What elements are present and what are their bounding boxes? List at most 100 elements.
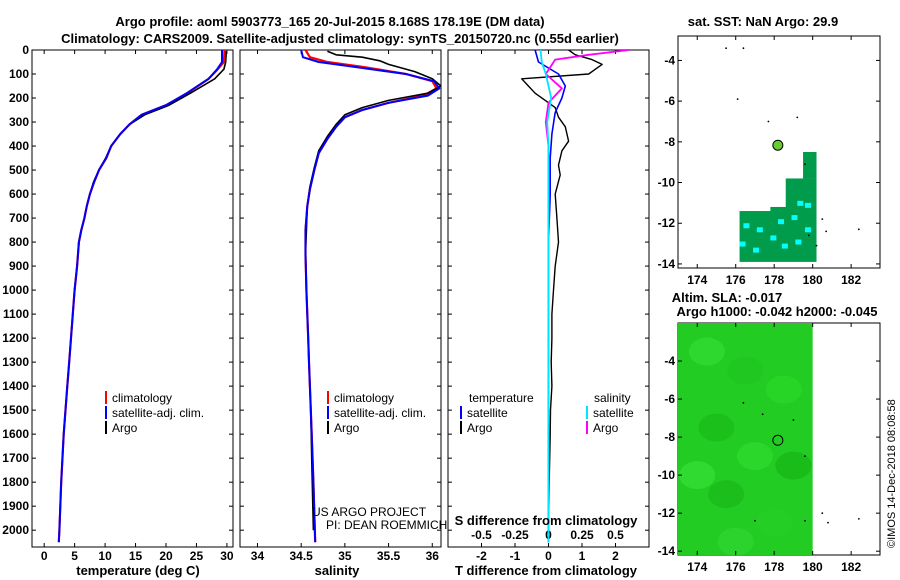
legend-label-t-satellite: satellite [467,406,508,420]
depth-tick-label: 600 [9,187,29,201]
t-difference-axis-label: T difference from climatology [455,563,638,578]
map-island-dot [767,120,770,123]
x-tick-label: 20 [159,549,173,563]
salinity-series [300,50,441,543]
depth-tick-label: 1000 [2,283,29,297]
map-y-tick-label: -4 [664,53,675,67]
x-tick-label: -2 [476,549,487,563]
map-island-dot [754,519,756,522]
map-island-dot [857,228,860,231]
depth-tick-label: 900 [9,259,29,273]
map-y-tick-label: -12 [658,506,676,520]
map-y-tick-label: -10 [658,176,676,190]
figure-title-line2: Climatology: CARS2009. Satellite-adjuste… [61,31,619,46]
x-tick-label: 0 [545,549,552,563]
x-tick-label: 1 [579,549,586,563]
map-cyan-cell [756,227,763,233]
depth-tick-label: 1600 [2,427,29,441]
sla-patch [765,375,802,404]
x-tick-label: 30 [220,549,234,563]
s-tick-label: -0.5 [471,528,492,542]
map-data-block [739,211,817,262]
series-line-s-argo [544,50,630,531]
sla-map-axes: 174 176 178 180 182 -4 -6 -8 -10 -12 -14 [658,323,880,574]
argo-location-marker [772,139,784,151]
map-x-tick-label: 182 [841,560,861,574]
map-island-dot [761,413,764,416]
sla-patch [775,451,812,480]
depth-tick-label: 100 [9,67,29,81]
x-tick-label: -1 [510,549,521,563]
salinity-x-axis: 34 34.5 35 35.5 36 [251,50,439,563]
series-line-satellite-adj-clim- [300,50,441,543]
sla-patch [727,356,764,385]
project-credit-line2: PI: DEAN ROEMMICH [326,518,447,532]
legend-label-argo: Argo [112,421,138,435]
map-x-tick-label: 180 [803,560,823,574]
legend-label-argo: Argo [334,421,360,435]
temperature-legend: climatology satellite-adj. clim. Argo [105,391,204,435]
x-tick-label: 34 [251,549,265,563]
x-tick-label: 25 [190,549,204,563]
difference-legend: temperature satellite Argo salinity sate… [460,391,634,435]
sla-patch [708,480,745,509]
map-x-tick-label: 178 [764,560,784,574]
depth-axis: 0 100 200 300 400 500 600 700 800 900 1000 1100 1200… [2,43,649,537]
depth-tick-label: 400 [9,139,29,153]
map-island-dot [804,455,806,458]
map-x-tick-label: 176 [726,560,746,574]
map-y-tick-label: -8 [664,135,675,149]
legend-label-t-argo: Argo [467,421,493,435]
argo-location-marker [772,434,784,446]
map-x-tick-label: 180 [803,273,823,287]
depth-tick-label: 2000 [2,523,29,537]
map-x-tick-label: 182 [841,273,861,287]
sla-patch [679,461,716,490]
sla-map-content [678,323,860,555]
depth-tick-label: 1400 [2,379,29,393]
depth-tick-label: 1700 [2,451,29,465]
x-tick-label: 10 [98,549,112,563]
map-y-tick-label: -4 [664,354,675,368]
map-y-tick-label: -6 [664,392,675,406]
x-tick-label: 5 [71,549,78,563]
map-cyan-cell [739,241,746,247]
sst-map-title: sat. SST: NaN Argo: 29.9 [688,14,839,29]
map-cyan-cell [804,202,811,208]
map-cyan-cell [778,219,785,225]
map-data-block [770,206,809,216]
depth-tick-label: 1900 [2,499,29,513]
map-island-dot [742,401,745,404]
x-tick-label: 15 [129,549,143,563]
series-line-argo [58,51,228,531]
figure-title-line1: Argo profile: aoml 5903773_165 20-Jul-20… [115,14,544,29]
map-x-tick-label: 176 [726,273,746,287]
series-line-climatology [57,50,226,543]
map-y-tick-label: -14 [658,257,676,271]
sla-map-title-line2: Argo h1000: -0.042 h2000: -0.045 [677,304,878,319]
salinity-axis-label: salinity [315,563,361,578]
map-island-dot [804,163,806,166]
map-x-tick-label: 174 [687,560,707,574]
salinity-legend: climatology satellite-adj. clim. Argo [327,391,426,435]
legend-label-satellite: satellite-adj. clim. [334,406,426,420]
legend-heading-temperature: temperature [469,391,534,405]
map-y-tick-label: -6 [664,94,675,108]
series-line-t-satellite [534,50,567,543]
sla-patch [756,508,793,537]
legend-heading-salinity: salinity [594,391,631,405]
map-island-dot [821,218,824,221]
map-island-dot [736,98,739,100]
map-island-dot [742,47,745,50]
project-credit-line1: US ARGO PROJECT [312,505,427,519]
sst-map-axes: 174 176 178 180 182 -4 -6 -8 -10 -12 -14 [658,36,880,287]
map-data-block [803,152,817,179]
depth-tick-label: 0 [22,43,29,57]
map-cyan-cell [791,215,798,221]
depth-tick-label: 500 [9,163,29,177]
depth-tick-label: 200 [9,91,29,105]
x-tick-label: 34.5 [289,549,313,563]
map-cyan-cell [753,247,760,253]
map-island-dot [804,519,806,522]
map-island-dot [725,47,727,50]
